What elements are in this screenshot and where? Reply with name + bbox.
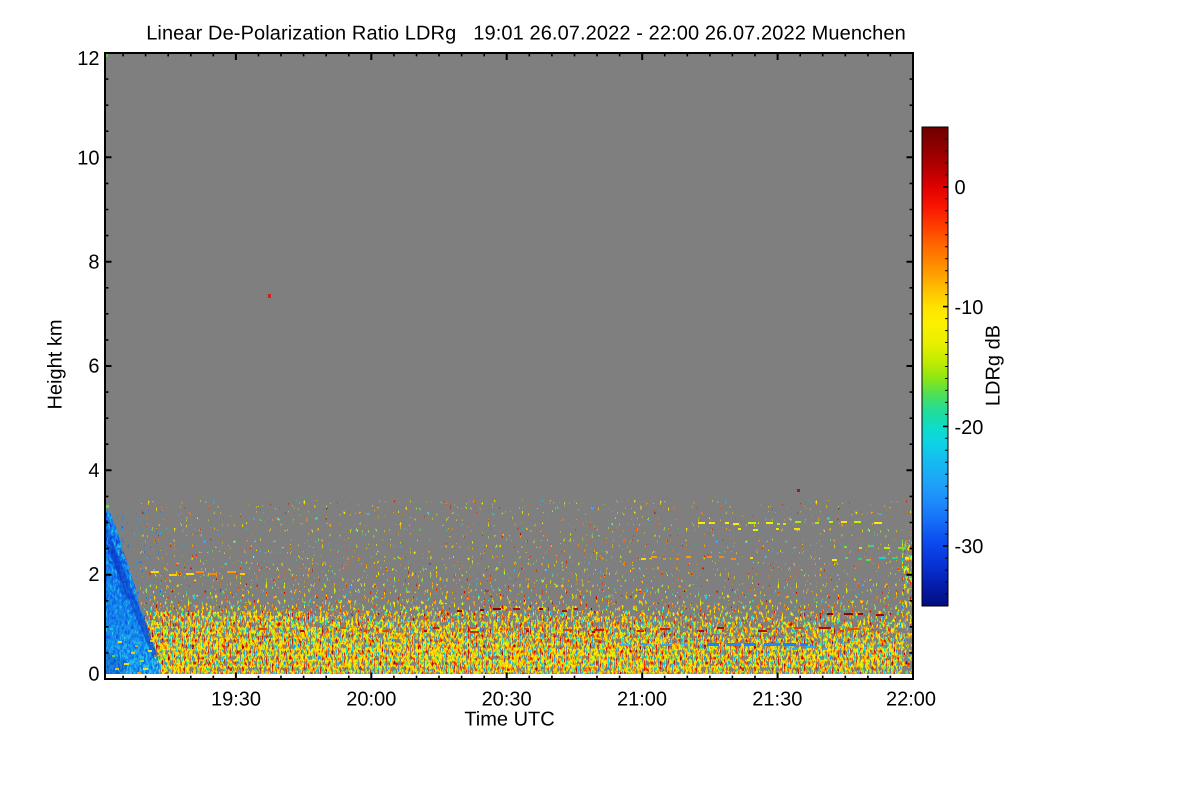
svg-text:Height km: Height km xyxy=(45,319,67,409)
svg-text:2: 2 xyxy=(88,564,99,586)
svg-text:6: 6 xyxy=(88,356,99,378)
svg-text:0: 0 xyxy=(88,663,99,685)
svg-text:Linear De-Polarization Ratio L: Linear De-Polarization Ratio LDRg 19:01 … xyxy=(146,23,906,45)
svg-text:21:00: 21:00 xyxy=(617,689,667,711)
svg-text:Time UTC: Time UTC xyxy=(464,709,554,731)
svg-text:4: 4 xyxy=(88,460,99,482)
svg-text:-20: -20 xyxy=(955,417,984,439)
svg-text:8: 8 xyxy=(88,252,99,274)
svg-text:LDRg dB: LDRg dB xyxy=(983,325,1005,406)
svg-text:0: 0 xyxy=(955,177,966,199)
svg-text:-30: -30 xyxy=(955,536,984,558)
svg-text:10: 10 xyxy=(77,147,99,169)
svg-text:20:30: 20:30 xyxy=(482,689,532,711)
svg-text:22:00: 22:00 xyxy=(886,689,936,711)
svg-text:19:30: 19:30 xyxy=(211,689,261,711)
svg-text:21:30: 21:30 xyxy=(752,689,802,711)
svg-text:-10: -10 xyxy=(955,297,984,319)
svg-text:12: 12 xyxy=(77,48,99,70)
svg-text:20:00: 20:00 xyxy=(346,689,396,711)
